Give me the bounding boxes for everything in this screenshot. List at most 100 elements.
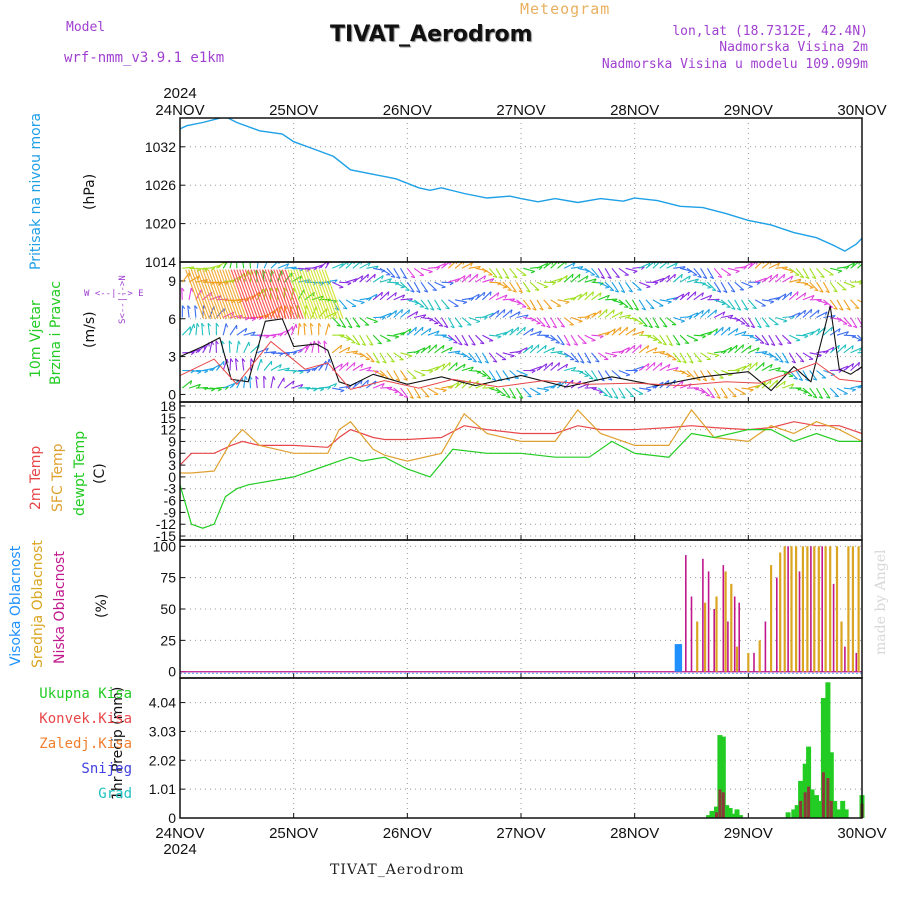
total-precip-bar: [809, 789, 815, 818]
wind-axis-label-1: 10m Vjetar: [28, 300, 44, 378]
pressure-axis-label: Pritisak na nivou mora: [28, 112, 44, 270]
mid-cloud-bar: [847, 546, 850, 672]
model-label: Model: [66, 20, 106, 35]
mid-cloud-bar: [715, 596, 718, 672]
bottom-day-label: 26NOV: [383, 825, 432, 842]
total-precip-bar: [794, 805, 800, 818]
high-cloud-bar: [678, 644, 683, 672]
mid-cloud-bar: [696, 621, 699, 672]
low-cloud-bar: [821, 546, 823, 672]
total-precip-bar: [820, 698, 826, 818]
panel-frame-pressure: [179, 117, 863, 263]
total-precip-bar: [825, 682, 831, 818]
total-precip-bar: [840, 800, 846, 818]
ytick-label: 3: [168, 457, 176, 473]
cloud-unit-label: (%): [94, 593, 110, 618]
wind-unit-label: (m/s): [82, 311, 98, 348]
bottom-day-label: 29NOV: [724, 825, 773, 842]
top-day-label: 30NOV: [837, 102, 886, 119]
ytick-label: 4.04: [149, 695, 176, 711]
bottom-day-label: 24NOV: [155, 825, 204, 842]
high-cloud-axis-label: Visoka Oblacnost: [8, 545, 24, 666]
mid-cloud-bar: [851, 546, 854, 672]
wind-axis-label-2: Brzina i Pravac: [48, 281, 64, 385]
ytick-label: 1020: [145, 216, 176, 232]
ytick-label: 1.01: [149, 781, 176, 797]
low-cloud-bar: [690, 596, 693, 672]
low-cloud-bar: [810, 546, 812, 672]
ytick-label: 0: [168, 469, 176, 485]
ytick-label: 3: [168, 349, 176, 365]
mid-cloud-bar: [824, 546, 827, 672]
mid-cloud-bar: [857, 546, 860, 672]
mid-cloud-bar: [783, 546, 786, 672]
ytick-label: 9: [168, 273, 176, 289]
top-day-label: 29NOV: [724, 102, 773, 119]
mid-cloud-bar: [735, 646, 739, 672]
low-cloud-bar: [855, 652, 858, 672]
conv-precip-bar: [715, 812, 718, 818]
low-cloud-bar: [727, 621, 729, 672]
low-cloud-bar: [787, 546, 789, 672]
mid-cloud-bar: [817, 546, 820, 672]
mid-cloud-bar: [730, 583, 733, 672]
ytick-label: 18: [160, 398, 176, 414]
ytick-label: 0: [168, 386, 176, 402]
total-precip-bar: [828, 752, 834, 818]
total-precip-bar: [806, 746, 812, 818]
total-precip-bar: [727, 808, 733, 818]
conv-precip-bar: [829, 800, 833, 818]
conv-precip-bar: [821, 772, 825, 818]
bottom-day-label: 30NOV: [837, 825, 886, 842]
model-elevation-text: Nadmorska Visina u modelu 109.099m: [601, 57, 868, 72]
conv-precip-bar: [807, 786, 811, 818]
ytick-label: 6: [168, 311, 176, 327]
bottom-day-label: 27NOV: [496, 825, 545, 842]
ytick-label: 1032: [145, 139, 176, 155]
pressure-unit-label: (hPa): [82, 173, 98, 210]
ytick-label: 0: [168, 664, 176, 680]
mid-cloud-bar: [747, 652, 750, 672]
sfc-temp-line: [180, 408, 862, 474]
mid-cloud-bar: [770, 565, 773, 672]
top-day-label: 27NOV: [496, 102, 545, 119]
top-day-label: 26NOV: [383, 102, 432, 119]
high-cloud-bar: [674, 644, 679, 672]
total-precip-bar: [836, 809, 842, 818]
ytick-label: 3.03: [149, 723, 176, 739]
mid-cloud-bar: [795, 546, 798, 672]
legend-hail: Grad: [98, 786, 132, 802]
model-name: wrf-nmm_v3.9.1 e1km: [64, 50, 225, 66]
ytick-label: -12: [156, 516, 176, 532]
low-cloud-bar: [722, 565, 725, 672]
ytick-label: -6: [164, 493, 177, 509]
wind-barbs: [181, 262, 862, 399]
dewpt-axis-label: dewpt Temp: [72, 430, 88, 516]
bottom-day-label: 28NOV: [610, 825, 659, 842]
low-cloud-bar: [764, 621, 767, 672]
ytick-label: 25: [160, 632, 176, 648]
compass-vertical: S<--|-->N: [118, 275, 128, 324]
ytick-label: -3: [164, 481, 177, 497]
low-cloud-bar: [832, 583, 835, 672]
low-cloud-bar: [685, 555, 687, 672]
top-day-label: 28NOV: [610, 102, 659, 119]
low-cloud-bar: [844, 646, 846, 672]
total-precip-bar: [717, 735, 723, 818]
mid-cloud-bar: [835, 546, 839, 672]
low-cloud-bar: [713, 609, 715, 672]
page-title: TIVAT_Aerodrom: [330, 22, 533, 47]
ytick-label: 100: [153, 538, 177, 554]
mid-cloud-bar: [806, 546, 809, 672]
ytick-label: 6: [168, 445, 176, 461]
low-cloud-bar: [738, 602, 740, 672]
total-precip-bar: [814, 795, 819, 818]
compass-horizontal: W <--|--> E: [84, 289, 144, 299]
credit-text: made by Angel: [873, 549, 889, 656]
panel-frame-temperature: [179, 401, 863, 541]
bottom-day-label: 25NOV: [269, 825, 318, 842]
temp2m-axis-label: 2m Temp: [28, 445, 44, 510]
top-day-label: 25NOV: [269, 102, 318, 119]
total-precip-bar: [785, 812, 791, 818]
footer-station: TIVAT_Aerodrom: [330, 862, 465, 878]
